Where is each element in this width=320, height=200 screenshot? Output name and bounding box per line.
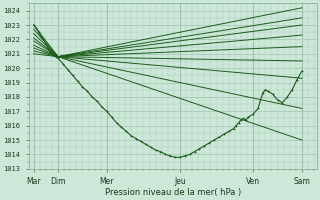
X-axis label: Pression niveau de la mer( hPa ): Pression niveau de la mer( hPa ): [105, 188, 241, 197]
